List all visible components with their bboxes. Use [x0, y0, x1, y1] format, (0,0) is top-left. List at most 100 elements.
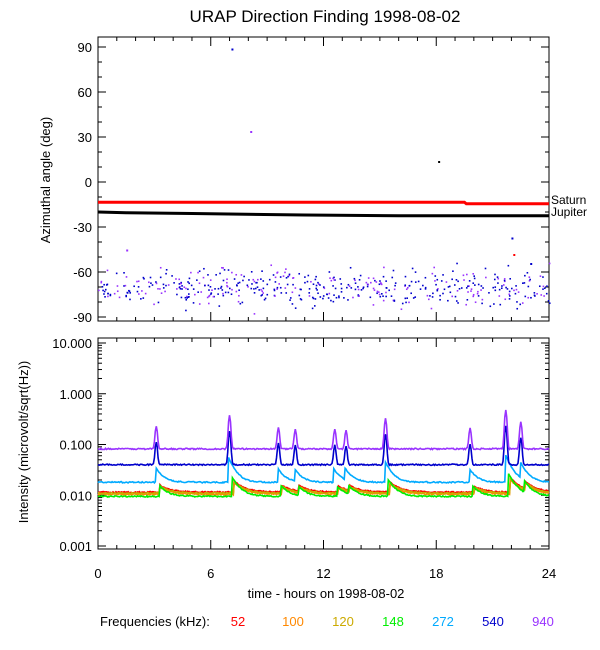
azimuth-point: [140, 298, 142, 300]
azimuth-point: [243, 275, 245, 278]
legend-entry-540: 540: [482, 614, 504, 629]
azimuth-plot-frame: [97, 36, 550, 322]
azimuth-point: [150, 282, 152, 284]
azimuth-point: [540, 294, 543, 296]
azimuth-point: [521, 302, 524, 304]
azimuth-point: [253, 280, 256, 283]
azimuth-point: [498, 295, 501, 297]
azimuth-point: [129, 298, 131, 301]
azimuth-point: [223, 269, 226, 271]
azimuth-point: [346, 286, 348, 289]
azimuth-point: [457, 280, 459, 283]
azimuth-point: [185, 295, 188, 298]
azimuth-point: [300, 298, 303, 301]
azimuth-point: [210, 292, 213, 294]
azimuth-point: [476, 292, 479, 295]
azimuth-point: [465, 303, 468, 306]
azimuth-point: [339, 278, 342, 280]
intensity-panel: 10.000 1.000 0.100 0.010 0.001 0 6 12 18 24 Inte…: [16, 336, 556, 601]
azimuth-point: [383, 266, 385, 269]
azimuth-point: [289, 299, 291, 301]
azimuth-point: [292, 283, 294, 286]
azimuth-point: [526, 271, 529, 274]
azimuth-point: [298, 294, 301, 297]
azimuth-point: [136, 290, 139, 293]
azimuth-point: [141, 290, 143, 292]
azimuth-point: [365, 281, 368, 284]
azimuth-point: [251, 283, 253, 285]
azimuth-point: [238, 294, 240, 297]
azimuth-point: [385, 280, 387, 282]
azimuth-point: [222, 279, 225, 282]
azimuth-point: [439, 298, 441, 301]
azimuth-point: [285, 268, 287, 270]
azimuth-point: [529, 278, 531, 281]
azimuth-point: [137, 286, 140, 288]
azimuth-point: [382, 299, 385, 302]
azimuth-point: [508, 290, 511, 293]
azimuth-point: [208, 302, 210, 305]
azimuth-point: [372, 304, 375, 306]
azimuth-point: [442, 292, 444, 295]
azimuth-point: [292, 277, 295, 279]
legend-title: Frequencies (kHz):: [100, 614, 210, 629]
azimuth-point: [524, 295, 527, 298]
azimuth-point: [350, 287, 353, 289]
azimuth-point: [315, 284, 318, 287]
azimuth-point: [229, 287, 231, 290]
azimuth-point: [400, 308, 403, 311]
azimuth-point: [503, 278, 506, 280]
azimuth-point: [260, 278, 262, 280]
azimuth-point: [238, 289, 240, 292]
azimuth-point: [159, 266, 162, 269]
azimuth-point: [103, 283, 105, 286]
azimuth-point: [142, 276, 145, 279]
azimuth-point: [484, 267, 487, 270]
azimuth-point: [128, 290, 131, 293]
azimuth-point: [528, 276, 531, 278]
azimuth-point: [453, 284, 456, 286]
azimuth-point: [424, 276, 427, 279]
azimuth-point: [288, 273, 291, 276]
azimuth-point: [539, 275, 542, 277]
azimuth-point: [252, 278, 255, 281]
azimuth-point: [319, 296, 322, 298]
azimuth-point: [239, 302, 242, 305]
azimuth-point: [508, 295, 511, 297]
azimuth-point: [316, 289, 318, 291]
intensity-x-ticks: [97, 338, 550, 549]
intensity-x-tick-label: 18: [429, 566, 443, 581]
azimuth-point: [315, 275, 317, 278]
azimuth-point: [335, 296, 338, 299]
azimuth-point: [279, 286, 282, 289]
azimuth-point: [497, 277, 500, 280]
azimuth-point: [545, 292, 548, 295]
azimuth-point: [458, 287, 461, 290]
azimuth-point: [378, 293, 381, 296]
azimuth-point: [447, 299, 449, 302]
azimuth-point: [162, 283, 165, 286]
azimuth-point: [285, 277, 288, 279]
azimuth-point: [222, 267, 224, 269]
azimuth-point: [116, 285, 119, 287]
intensity-y-tick-labels: 10.000 1.000 0.100 0.010 0.001: [52, 336, 92, 554]
azimuth-point: [115, 272, 118, 275]
azimuth-point: [288, 274, 291, 277]
azimuth-point: [226, 284, 228, 287]
azimuth-y-axis-label: Azimuthal angle (deg): [38, 117, 53, 243]
azimuth-point: [533, 292, 536, 294]
azimuth-outlier-point: [511, 237, 514, 240]
azimuth-point: [100, 281, 103, 284]
intensity-x-tick-labels: 0 6 12 18 24: [94, 566, 556, 581]
azimuth-point: [524, 274, 526, 277]
azimuth-point: [285, 292, 288, 294]
intensity-series-148: [97, 473, 550, 499]
azimuth-point: [273, 288, 276, 291]
azimuth-point: [164, 290, 166, 293]
azimuth-point: [497, 282, 499, 284]
azimuth-point: [426, 294, 429, 297]
azimuth-point: [250, 271, 253, 273]
azimuth-point: [322, 295, 325, 297]
azimuth-point: [367, 277, 370, 279]
azimuth-point: [118, 296, 121, 299]
